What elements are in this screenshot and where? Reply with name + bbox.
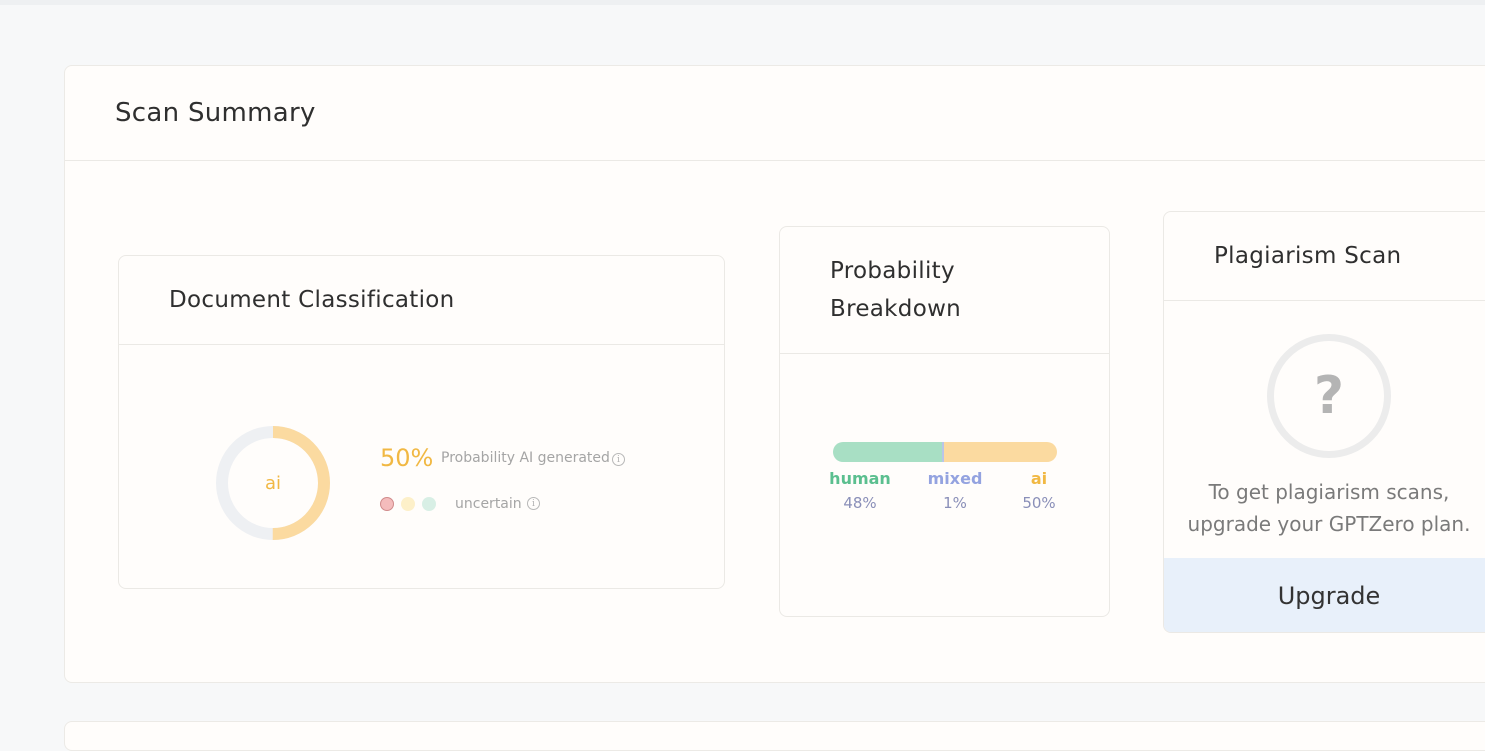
probability-breakdown-card: Probability Breakdown human mixed ai 48%… <box>779 226 1110 617</box>
probability-bar-human <box>833 442 942 462</box>
mixed-label: mixed <box>927 469 983 488</box>
ai-probability-donut <box>216 426 330 540</box>
donut-ai-arc <box>216 426 330 540</box>
probability-info-icon[interactable]: i <box>612 453 625 466</box>
top-divider <box>0 0 1485 5</box>
probability-breakdown-title-line2: Breakdown <box>830 296 962 322</box>
probability-breakdown-title: Probability Breakdown <box>830 252 961 328</box>
question-mark-icon: ? <box>1267 334 1391 458</box>
document-classification-title: Document Classification <box>169 287 455 313</box>
probability-bar <box>833 442 1057 462</box>
plagiarism-scan-header: Plagiarism Scan <box>1164 212 1485 301</box>
plagiarism-message-line2: upgrade your GPTZero plan. <box>1187 512 1471 536</box>
confidence-info-icon[interactable]: i <box>527 497 540 510</box>
ai-value: 50% <box>1022 494 1056 512</box>
plagiarism-message: To get plagiarism scans, upgrade your GP… <box>1164 476 1485 540</box>
upgrade-button[interactable]: Upgrade <box>1164 558 1485 632</box>
confidence-label: uncertain <box>455 496 522 512</box>
human-value: 48% <box>843 494 877 512</box>
plagiarism-scan-title: Plagiarism Scan <box>1214 243 1402 269</box>
probability-bar-ai <box>943 442 1057 462</box>
plagiarism-scan-card: Plagiarism Scan ? To get plagiarism scan… <box>1163 211 1485 633</box>
mixed-value: 1% <box>943 494 967 512</box>
document-classification-card: Document Classification ai 50% Probabili… <box>118 255 725 589</box>
document-classification-header: Document Classification <box>119 256 724 345</box>
probability-bar-mixed <box>941 442 944 462</box>
probability-breakdown-header: Probability Breakdown <box>780 227 1109 354</box>
confidence-dot-red <box>380 497 394 511</box>
probability-breakdown-title-line1: Probability <box>830 258 955 284</box>
scan-summary-title: Scan Summary <box>115 98 316 128</box>
ai-probability-label: Probability AI generated <box>441 450 610 466</box>
scan-summary-header: Scan Summary <box>65 66 1485 161</box>
confidence-dot-yellow <box>401 497 415 511</box>
confidence-dot-green <box>422 497 436 511</box>
plagiarism-message-line1: To get plagiarism scans, <box>1208 480 1450 504</box>
human-label: human <box>829 469 891 488</box>
ai-label: ai <box>1030 469 1048 488</box>
ai-probability-percent: 50% <box>380 444 434 472</box>
donut-center-label: ai <box>264 472 282 494</box>
